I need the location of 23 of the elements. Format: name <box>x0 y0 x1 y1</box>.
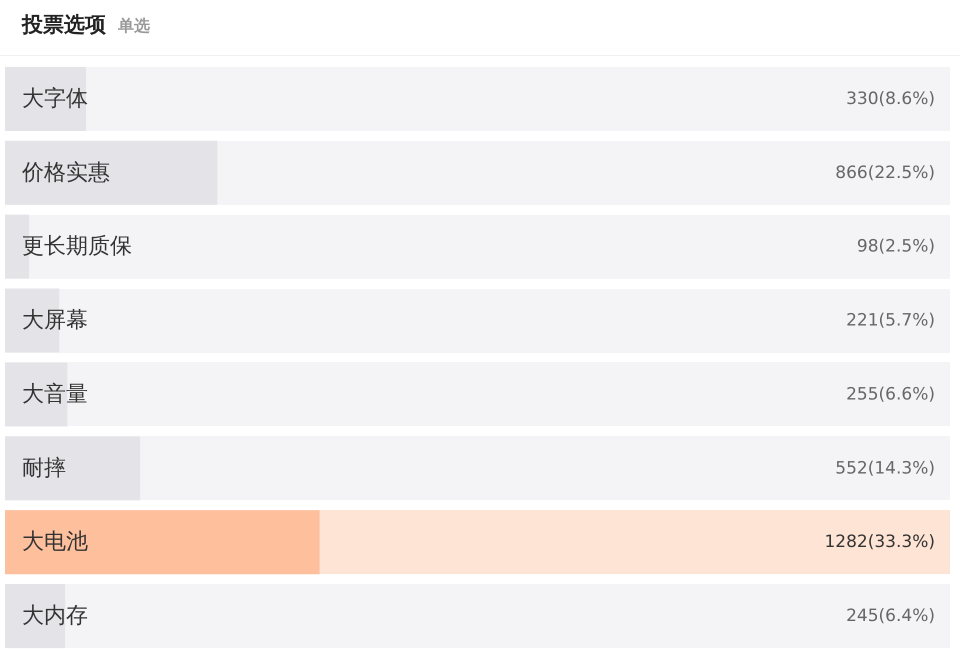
bar <box>5 584 66 648</box>
y-tick-label: 大电池 <box>22 530 88 555</box>
data-label: 245(6.4%) <box>846 606 935 626</box>
bar <box>5 140 218 205</box>
y-tick-label: 大音量 <box>22 382 88 407</box>
data-label: 98(2.5%) <box>856 236 935 257</box>
y-tick-label: 价格实惠 <box>21 160 110 186</box>
bar <box>5 362 68 426</box>
y-tick-label: 更长期质保 <box>22 234 132 260</box>
data-label: 330(8.6%) <box>846 88 935 109</box>
data-label: 1282(33.3%) <box>824 532 935 552</box>
bar <box>5 66 86 131</box>
y-tick-label: 大内存 <box>22 604 88 629</box>
data-label: 221(5.7%) <box>846 310 935 331</box>
data-label: 552(14.3%) <box>835 458 935 478</box>
y-tick-label: 耐摔 <box>22 456 66 481</box>
bar <box>5 436 141 500</box>
y-tick-label: 大字体 <box>22 86 88 112</box>
chart-title: 投票选项 <box>21 12 106 36</box>
chart-subtitle: 单选 <box>117 16 150 35</box>
y-tick-label: 大屏幕 <box>22 308 88 334</box>
data-label: 866(22.5%) <box>835 162 935 183</box>
data-label: 255(6.6%) <box>846 384 935 404</box>
